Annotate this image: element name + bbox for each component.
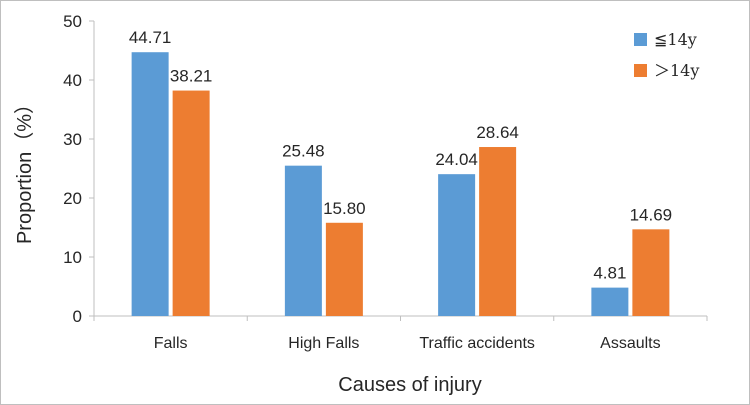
bar-series-2 [632, 229, 670, 316]
bar-series-2 [325, 222, 363, 316]
y-tick-label: 0 [73, 307, 82, 326]
data-label-series-1: 44.71 [129, 28, 172, 47]
y-axis-title: Proportion（%） [13, 94, 36, 244]
bar-series-1 [591, 287, 629, 316]
y-tick-label: 40 [63, 71, 82, 90]
bar-series-2 [479, 147, 517, 316]
y-tick-label: 30 [63, 130, 82, 149]
y-tick-label: 20 [63, 189, 82, 208]
y-tick-label: 50 [63, 12, 82, 31]
data-label-series-1: 24.04 [435, 150, 478, 169]
bar-series-1 [131, 52, 169, 316]
bar-series-2 [172, 90, 210, 316]
data-label-series-1: 4.81 [593, 264, 626, 283]
data-label-series-1: 25.48 [282, 142, 325, 161]
category-label: Assaults [600, 335, 660, 352]
data-label-series-2: 15.80 [323, 199, 366, 218]
category-label: Traffic accidents [419, 335, 535, 352]
category-label: High Falls [288, 335, 359, 352]
data-label-series-2: 38.21 [170, 67, 213, 86]
y-tick-label: 10 [63, 248, 82, 267]
legend-swatch-series-2 [634, 64, 647, 77]
legend-label-series-2: ＞14y [654, 61, 699, 80]
legend-label-series-1: ≦14y [654, 30, 697, 49]
legend-swatch-series-1 [634, 33, 647, 46]
category-label: Falls [154, 335, 188, 352]
bar-series-1 [284, 165, 322, 316]
bar-series-1 [438, 174, 476, 316]
data-label-series-2: 28.64 [476, 123, 519, 142]
data-label-series-2: 14.69 [630, 205, 673, 224]
x-axis-title: Causes of injury [338, 374, 481, 396]
legend: ≦14y ＞14y [634, 30, 699, 80]
